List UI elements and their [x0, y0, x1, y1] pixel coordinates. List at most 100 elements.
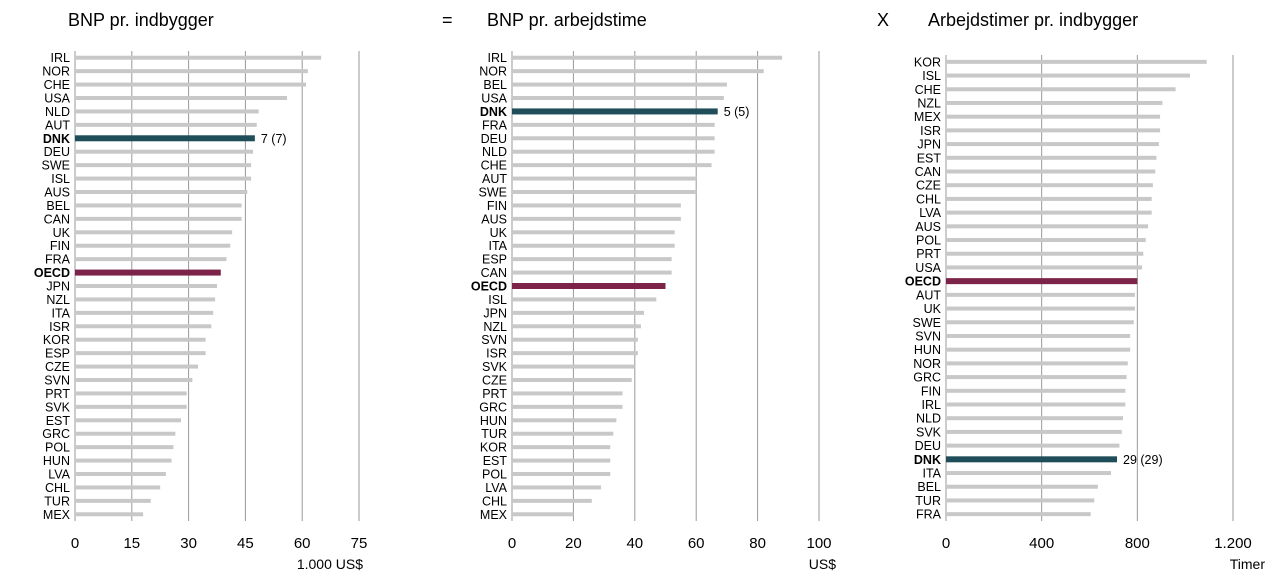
chart-2-category-label: FIN	[487, 199, 507, 213]
times-operator: X	[877, 10, 890, 30]
chart-1-bar-uk	[75, 230, 233, 235]
chart-3-category-label: MEX	[914, 110, 942, 124]
chart-3-bar-nld	[946, 416, 1123, 421]
chart-2-bar-deu	[512, 136, 715, 141]
chart-1-category-label: AUT	[45, 118, 70, 132]
chart-3-bar-usa	[946, 265, 1143, 270]
chart-2-category-label: OECD	[471, 280, 507, 294]
chart-2-category-label: ESP	[482, 253, 507, 267]
chart-1-category-label: HUN	[43, 454, 70, 468]
chart-1-title: BNP pr. indbygger	[68, 10, 214, 30]
chart-2-bar-jpn	[512, 310, 645, 315]
chart-2-category-label: CHE	[481, 159, 507, 173]
chart-1-bar-aus	[75, 190, 248, 194]
chart-1-category-label: SVN	[44, 374, 70, 388]
chart-1-bar-prt	[75, 391, 187, 396]
chart-1-category-label: JPN	[46, 280, 70, 294]
chart-3-title: Arbejdstimer pr. indbygger	[928, 10, 1139, 30]
chart-3-category-label: EST	[917, 151, 942, 165]
chart-2-category-label: NLD	[482, 145, 507, 159]
chart-3-category-label: DNK	[914, 453, 941, 467]
chart-1-bar-isr	[75, 324, 212, 329]
chart-3-bar-kor	[946, 59, 1207, 64]
chart-3-category-label: GRC	[913, 371, 941, 385]
chart-2-bar-che	[512, 163, 712, 168]
chart-3-bar-dnk	[946, 456, 1118, 463]
chart-3-tick-label: 800	[1125, 535, 1150, 552]
chart-2-category-label: POL	[482, 468, 507, 482]
chart-2-category-label: BEL	[483, 78, 507, 92]
chart-1-category-label: USA	[44, 92, 70, 106]
chart-2-category-label: CAN	[481, 266, 507, 280]
chart-2-bar-mex	[512, 512, 574, 517]
chart-1-tick-label: 15	[123, 535, 140, 552]
chart-3-category-label: LVA	[919, 206, 941, 220]
chart-1-bar-grc	[75, 431, 176, 436]
chart-1-bar-che	[75, 82, 306, 87]
chart-3-category-label: FIN	[921, 384, 941, 398]
chart-3-bar-cze	[946, 183, 1153, 188]
chart-1-bar-swe	[75, 163, 252, 168]
chart-2-category-label: KOR	[480, 441, 507, 455]
chart-2-bar-hun	[512, 418, 617, 423]
chart-2-bar-est	[512, 458, 611, 463]
chart-2-category-label: ISR	[486, 347, 507, 361]
chart-1-category-label: CHE	[44, 78, 70, 92]
chart-2-bar-nor	[512, 69, 764, 74]
chart-3-data-label: 29 (29)	[1123, 453, 1163, 467]
chart-3-category-label: TUR	[915, 494, 941, 508]
chart-3-category-label: DEU	[915, 439, 941, 453]
chart-2-bar-isl	[512, 297, 657, 302]
chart-2-bar-swe	[512, 190, 697, 194]
chart-1-category-label: UK	[53, 226, 71, 240]
chart-2-category-label: MEX	[480, 508, 508, 522]
chart-1-tick-label: 60	[294, 535, 311, 552]
chart-3-category-label: CHE	[915, 83, 941, 97]
chart-3-tick-label: 1.200	[1214, 535, 1252, 552]
chart-2-bar-pol	[512, 472, 611, 476]
chart-3-bar-lva	[946, 210, 1152, 215]
chart-3-bar-isl	[946, 73, 1190, 78]
chart-1-bar-deu	[75, 149, 253, 154]
chart-3-bar-swe	[946, 320, 1134, 325]
chart-1-bar-usa	[75, 96, 288, 100]
chart-2-data-label: 5 (5)	[724, 105, 750, 119]
chart-3-category-label: ITA	[922, 467, 941, 481]
chart-1-category-label: NZL	[46, 293, 70, 307]
chart-1-category-label: MEX	[43, 508, 71, 522]
chart-2-bar-aus	[512, 216, 681, 221]
chart-3-bar-isr	[946, 128, 1161, 133]
chart-2-bar-fin	[512, 203, 681, 208]
chart-2-tick-label: 20	[565, 535, 582, 552]
chart-3-category-label: NZL	[917, 96, 941, 110]
chart-1-bar-isl	[75, 176, 252, 181]
chart-1-bar-hun	[75, 458, 172, 463]
chart-2-tick-label: 80	[749, 535, 766, 552]
chart-3-bar-aut	[946, 292, 1135, 297]
chart-3-bar-fra	[946, 512, 1091, 517]
chart-3-category-label: CZE	[916, 179, 941, 193]
chart-3-category-label: ISR	[920, 124, 941, 138]
chart-2-tick-label: 60	[688, 535, 705, 552]
chart-3-category-label: AUS	[915, 220, 941, 234]
chart-1-tick-label: 45	[237, 535, 254, 552]
chart-2-bar-bel	[512, 82, 727, 87]
chart-2-category-label: LVA	[485, 481, 507, 495]
chart-3-bar-deu	[946, 443, 1120, 448]
chart-1-category-label: DEU	[44, 145, 70, 159]
chart-3-category-label: KOR	[914, 55, 941, 69]
chart-3-bar-jpn	[946, 142, 1159, 147]
chart-3-category-label: SWE	[913, 316, 941, 330]
chart-2-category-label: DNK	[480, 105, 507, 119]
chart-3-bar-uk	[946, 306, 1135, 311]
chart-2-bar-chl	[512, 498, 592, 503]
chart-1-data-label: 7 (7)	[261, 132, 287, 146]
chart-3-category-label: IRL	[922, 398, 942, 412]
chart-1-category-label: KOR	[43, 333, 70, 347]
chart-2-category-label: NOR	[479, 65, 507, 79]
chart-1-bar-oecd	[75, 269, 221, 276]
chart-1-bar-can	[75, 216, 242, 221]
chart-3-bar-nzl	[946, 100, 1163, 105]
chart-2-tick-label: 0	[508, 535, 516, 552]
chart-3-category-label: NLD	[916, 412, 941, 426]
